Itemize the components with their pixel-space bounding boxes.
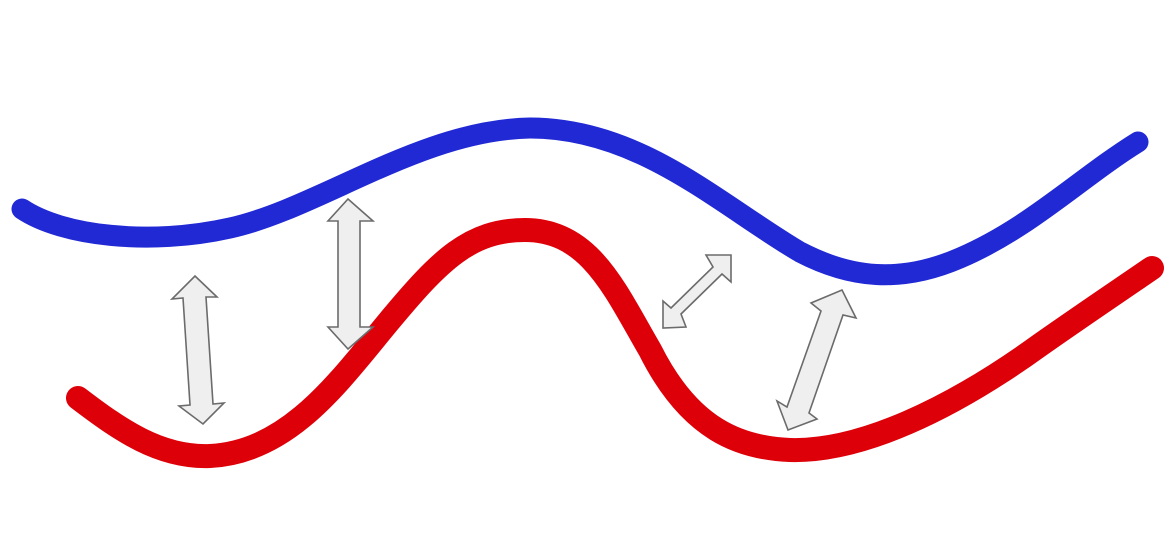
lower-curve bbox=[66, 218, 1164, 469]
distance-arrows bbox=[169, 197, 858, 432]
double-arrow-icon bbox=[775, 288, 858, 432]
double-arrow-icon bbox=[169, 274, 227, 426]
double-arrow-icon bbox=[326, 197, 376, 351]
upper-curve bbox=[11, 117, 1149, 286]
double-arrow-icon bbox=[662, 254, 732, 329]
